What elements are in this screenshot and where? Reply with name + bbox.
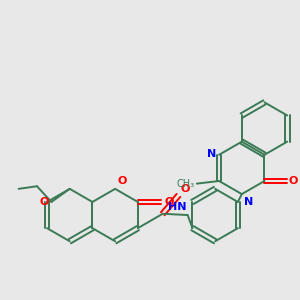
Text: O: O (289, 176, 298, 186)
Text: CH₃: CH₃ (177, 178, 195, 189)
Text: N: N (244, 197, 253, 207)
Text: HN: HN (168, 202, 187, 212)
Text: O: O (180, 184, 190, 194)
Text: O: O (117, 176, 126, 186)
Text: O: O (164, 197, 174, 207)
Text: N: N (207, 149, 216, 159)
Text: O: O (39, 197, 49, 207)
